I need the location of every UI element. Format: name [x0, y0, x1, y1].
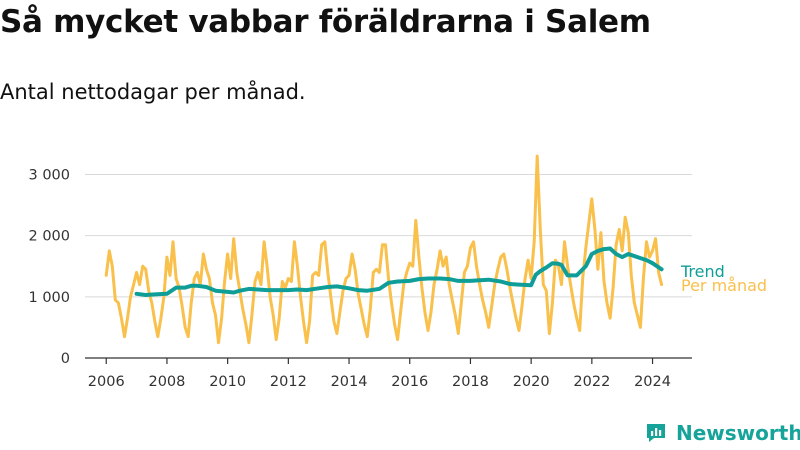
- grid-lines: [85, 173, 692, 298]
- chart-subtitle: Antal nettodagar per månad.: [0, 80, 306, 104]
- brand-name: Newsworthy: [676, 421, 800, 445]
- y-tick-label: 0: [61, 351, 70, 367]
- x-tick-label: 2016: [391, 374, 428, 390]
- y-tick-label: 3 000: [28, 167, 70, 183]
- series-line-trend: [134, 246, 664, 297]
- legend-label-per-manad: Per månad: [681, 276, 767, 295]
- x-tick-label: 2020: [513, 374, 550, 390]
- x-tick-label: 2008: [148, 374, 185, 390]
- x-tick-label: 2022: [573, 374, 610, 390]
- x-tick-label: 2014: [331, 374, 368, 390]
- legend-label-trend: Trend: [680, 262, 725, 281]
- series-line-per-manad: [104, 154, 664, 345]
- x-tick-label: 2018: [452, 374, 489, 390]
- x-tick-label: 2012: [270, 374, 307, 390]
- newsworthy-logo-icon: [647, 424, 665, 442]
- y-tick-label: 1 000: [28, 290, 70, 306]
- brand-logo[interactable]: Newsworthy: [644, 418, 800, 448]
- x-tick-label: 2024: [634, 374, 671, 390]
- chart-title: Så mycket vabbar föräldrarna i Salem: [0, 4, 651, 40]
- axes: 0 1 000 2 000 3 000 2006 2008 2010 2012 2014 2016…: [28, 167, 692, 390]
- x-tick-label: 2010: [209, 374, 246, 390]
- series-lines: [104, 154, 664, 345]
- y-tick-label: 2 000: [28, 229, 70, 245]
- x-tick-label: 2006: [88, 374, 125, 390]
